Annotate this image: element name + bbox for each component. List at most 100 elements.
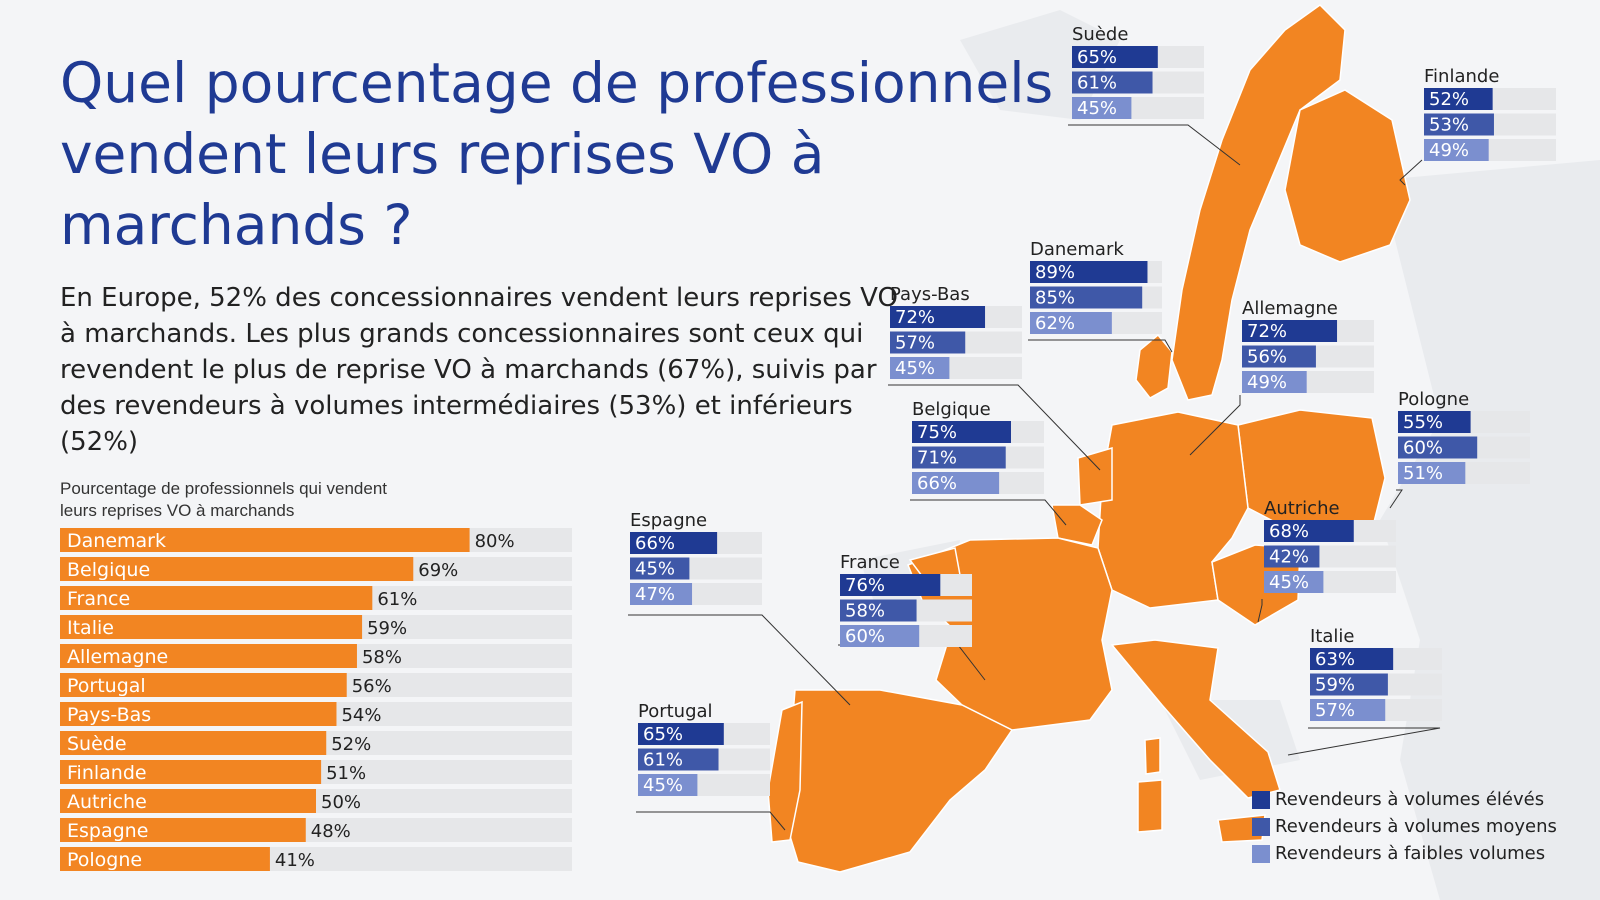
bar-category-label: Pologne	[67, 849, 142, 871]
callout-bar	[1310, 673, 1388, 696]
callout-bar	[1242, 320, 1338, 342]
callout-bar-value: 65%	[1077, 47, 1117, 68]
callout-bar-value: 45%	[895, 358, 935, 379]
callout-bar	[1264, 520, 1354, 542]
callout-bar-value: 47%	[635, 584, 675, 605]
country-scandinavia	[1171, 4, 1346, 401]
legend-item-low: Revendeurs à faibles volumes	[1252, 840, 1557, 867]
callout-country-name: Espagne	[630, 510, 707, 531]
bar-chart-caption: Pourcentage de professionnels qui venden…	[60, 478, 387, 522]
country-finland	[1284, 89, 1411, 263]
callout-bar-value: 62%	[1035, 313, 1075, 334]
countries	[767, 4, 1411, 873]
bar-row: Pologne 41%	[60, 847, 572, 871]
callout-bar-value: 60%	[845, 626, 885, 647]
bar-value-label: 58%	[362, 647, 402, 668]
callout-bar	[1264, 571, 1324, 593]
bar-row: Espagne 48%	[60, 818, 572, 842]
callout-bar-value: 45%	[1269, 572, 1309, 593]
callout-bar	[1398, 436, 1478, 459]
bar-value-label: 56%	[352, 676, 392, 697]
legend: Revendeurs à volumes élévés Revendeurs à…	[1252, 786, 1557, 867]
legend-label-high: Revendeurs à volumes élévés	[1275, 789, 1545, 810]
callout-bar-value: 58%	[845, 601, 885, 622]
callout-bar-value: 52%	[1429, 89, 1469, 110]
bar-chart-caption-line-2: leurs reprises VO à marchands	[60, 501, 295, 520]
country-bar-chart: Danemark 80% Belgique 69% France 61% Italie 59%…	[60, 528, 572, 871]
callout-bar	[1264, 545, 1320, 568]
bar-row: Pays-Bas 54%	[60, 702, 572, 726]
bar-value-label: 48%	[311, 821, 351, 842]
callout-bar-value: 42%	[1269, 547, 1309, 568]
callout-bar	[1310, 648, 1394, 670]
callout-bar	[840, 625, 920, 647]
callout-bar	[1424, 139, 1489, 161]
bar-category-label: Danemark	[67, 530, 166, 552]
callout-bar-value: 49%	[1247, 372, 1287, 393]
bar-row: France 61%	[60, 586, 572, 610]
callout-bar	[1424, 113, 1494, 136]
island-sardinia	[1137, 779, 1163, 833]
callout-bar	[638, 774, 698, 796]
callout-country-name: Allemagne	[1242, 298, 1338, 319]
country-belgium	[1051, 504, 1103, 546]
bar-value-label: 50%	[321, 792, 361, 813]
bar-row: Portugal 56%	[60, 673, 572, 697]
callout-bar-value: 45%	[643, 775, 683, 796]
callout-country-name: Belgique	[912, 399, 991, 420]
callout-bar	[912, 446, 1006, 469]
callout-bar-value: 66%	[635, 533, 675, 554]
bar-value-label: 69%	[418, 560, 458, 581]
callout-country-name: Italie	[1310, 626, 1354, 647]
callout-country-name: Finlande	[1424, 66, 1499, 87]
callout-bar	[912, 421, 1011, 443]
bar-row: Autriche 50%	[60, 789, 572, 813]
callout-bar	[1030, 261, 1148, 283]
bar-row: Finlande 51%	[60, 760, 572, 784]
callout-bar-value: 61%	[1077, 73, 1117, 94]
callout-bar-value: 76%	[845, 575, 885, 596]
callout-bar-value: 45%	[635, 559, 675, 580]
bar	[60, 557, 414, 581]
bar-category-label: Portugal	[67, 675, 146, 697]
legend-label-medium: Revendeurs à volumes moyens	[1275, 816, 1557, 837]
callout-bar-value: 45%	[1077, 98, 1117, 119]
bar	[60, 760, 322, 784]
lead-paragraph: En Europe, 52% des concessionnaires vend…	[60, 283, 898, 457]
callout-bar-value: 49%	[1429, 140, 1469, 161]
bar	[60, 702, 337, 726]
bar-value-label: 51%	[326, 763, 366, 784]
callout-country-name: Autriche	[1264, 498, 1340, 519]
callout-bar	[1424, 88, 1493, 110]
callout-bar	[890, 357, 950, 379]
bar-value-label: 61%	[377, 589, 417, 610]
country-netherlands	[1077, 446, 1113, 506]
bar-row: Allemagne 58%	[60, 644, 572, 668]
callout-country-name: Suède	[1072, 24, 1128, 45]
callout-country-name: Danemark	[1030, 239, 1124, 260]
bar-value-label: 52%	[331, 734, 371, 755]
callout-bar-value: 57%	[1315, 700, 1355, 721]
bar-chart-caption-line-1: Pourcentage de professionnels qui venden…	[60, 479, 388, 498]
legend-swatch-medium	[1252, 817, 1270, 836]
callout-bar-value: 71%	[917, 448, 957, 469]
bar-category-label: Italie	[67, 617, 114, 639]
callout-bar	[840, 599, 917, 622]
bar	[60, 586, 373, 610]
callout-bar	[638, 748, 719, 771]
callout-bar	[1398, 462, 1466, 484]
bar-value-label: 59%	[367, 618, 407, 639]
callout-bar-value: 72%	[895, 307, 935, 328]
bar-value-label: 54%	[341, 705, 381, 726]
callout-bar-value: 72%	[1247, 321, 1287, 342]
bar-value-label: 41%	[275, 850, 315, 871]
